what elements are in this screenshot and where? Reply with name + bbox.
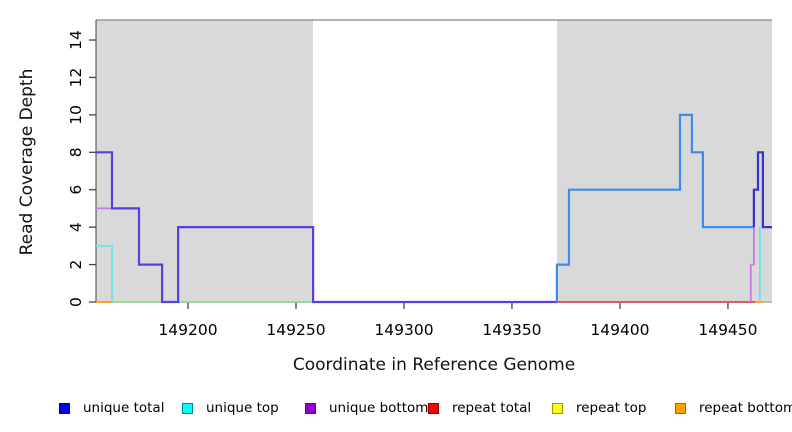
legend-item-unique-total: unique total <box>59 397 164 419</box>
x-axis-title: Coordinate in Reference Genome <box>292 355 576 375</box>
repeat-region <box>556 20 772 303</box>
x-tick-label: 149400 <box>590 321 649 339</box>
legend-swatch-icon <box>182 402 193 414</box>
y-tick-label: 12 <box>67 68 85 88</box>
legend-item-unique-bottom: unique bottom <box>305 397 428 419</box>
legend: unique total unique top unique bottom repea… <box>0 397 792 421</box>
y-axis-title: Read Coverage Depth <box>17 68 37 256</box>
x-tick-label: 149300 <box>374 321 433 339</box>
y-tick-label: 10 <box>67 105 85 125</box>
y-tick-label: 14 <box>67 30 85 50</box>
legend-swatch-icon <box>675 402 686 414</box>
total-right-blue <box>555 113 754 302</box>
total-spike-darkblue <box>752 151 772 229</box>
y-tick-label: 6 <box>67 185 85 195</box>
y-tick-label: 8 <box>67 147 85 157</box>
legend-label: repeat bottom <box>699 400 792 416</box>
legend-swatch-icon <box>428 402 439 414</box>
legend-swatch-icon <box>305 402 316 414</box>
legend-swatch-icon <box>552 402 563 414</box>
legend-swatch-icon <box>59 402 70 414</box>
y-tick-label: 4 <box>67 222 85 232</box>
legend-label: unique top <box>206 400 279 416</box>
unique-top-left <box>96 244 113 302</box>
legend-item-repeat-top: repeat top <box>552 397 646 419</box>
repeat-region <box>96 20 314 303</box>
total-left-violet <box>96 151 557 304</box>
legend-label: unique bottom <box>329 400 429 416</box>
y-tick-label: 2 <box>67 260 85 270</box>
legend-item-unique-top: unique top <box>182 397 279 419</box>
x-tick-label: 149250 <box>266 321 325 339</box>
unique-bottom-right <box>749 227 755 302</box>
x-tick-label: 149350 <box>482 321 541 339</box>
legend-label: repeat top <box>576 400 647 416</box>
legend-item-repeat-total: repeat total <box>428 397 531 419</box>
x-tick-label: 149200 <box>158 321 217 339</box>
x-tick-label: 149450 <box>698 321 757 339</box>
legend-label: repeat total <box>452 400 532 416</box>
legend-label: unique total <box>83 400 165 416</box>
legend-item-repeat-bottom: repeat bottom <box>675 397 792 419</box>
y-tick-label: 0 <box>67 297 85 307</box>
